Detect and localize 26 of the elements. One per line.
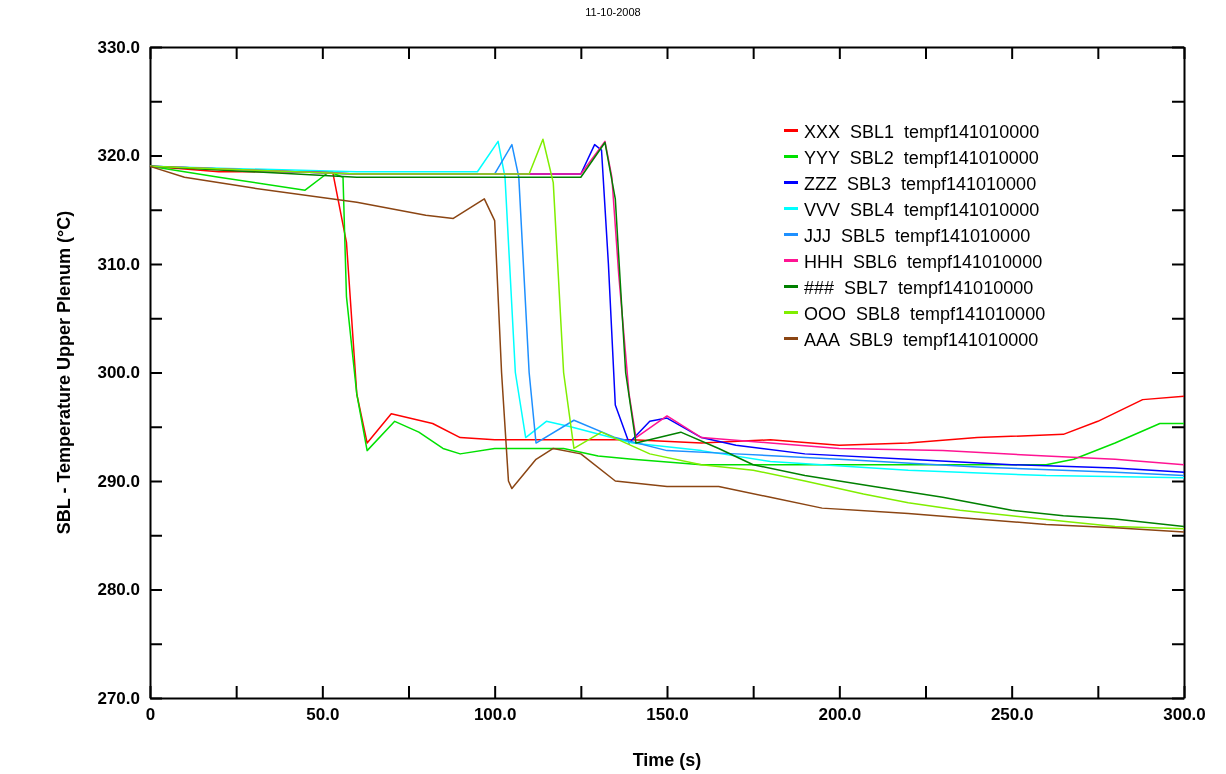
x-tick-label: 150.0 [646, 705, 689, 725]
legend-label: OOO SBL8 tempf141010000 [804, 304, 1046, 324]
y-tick-label: 290.0 [97, 471, 140, 491]
x-tick-label: 300.0 [1163, 705, 1206, 725]
legend-label: JJJ SBL5 tempf141010000 [804, 226, 1031, 246]
legend-label: AAA SBL9 tempf141010000 [804, 330, 1039, 350]
x-tick-label: 250.0 [990, 705, 1034, 725]
y-tick-label: 270.0 [97, 688, 140, 708]
y-axis-title: SBL - Temperature Upper Plenum (°C) [54, 210, 74, 535]
legend-label: YYY SBL2 tempf141010000 [804, 148, 1039, 168]
x-axis-title: Time (s) [632, 750, 702, 770]
legend-label: ZZZ SBL3 tempf141010000 [804, 174, 1037, 194]
y-tick-label: 300.0 [97, 363, 140, 383]
y-tick-label: 330.0 [97, 37, 140, 57]
legend-label: HHH SBL6 tempf141010000 [804, 252, 1043, 272]
y-tick-label: 280.0 [97, 580, 140, 600]
y-tick-label: 320.0 [97, 146, 140, 166]
legend-label: XXX SBL1 tempf141010000 [804, 122, 1040, 142]
y-tick-label: 310.0 [97, 254, 140, 274]
legend-label: ### SBL7 tempf141010000 [804, 278, 1034, 298]
x-tick-label: 200.0 [818, 705, 862, 725]
legend-label: VVV SBL4 tempf141010000 [804, 200, 1040, 220]
x-tick-label: 50.0 [306, 705, 340, 725]
x-tick-label: 100.0 [473, 705, 517, 725]
x-tick-label: 0 [145, 705, 156, 725]
chart-title: 11-10-2008 [585, 6, 641, 18]
